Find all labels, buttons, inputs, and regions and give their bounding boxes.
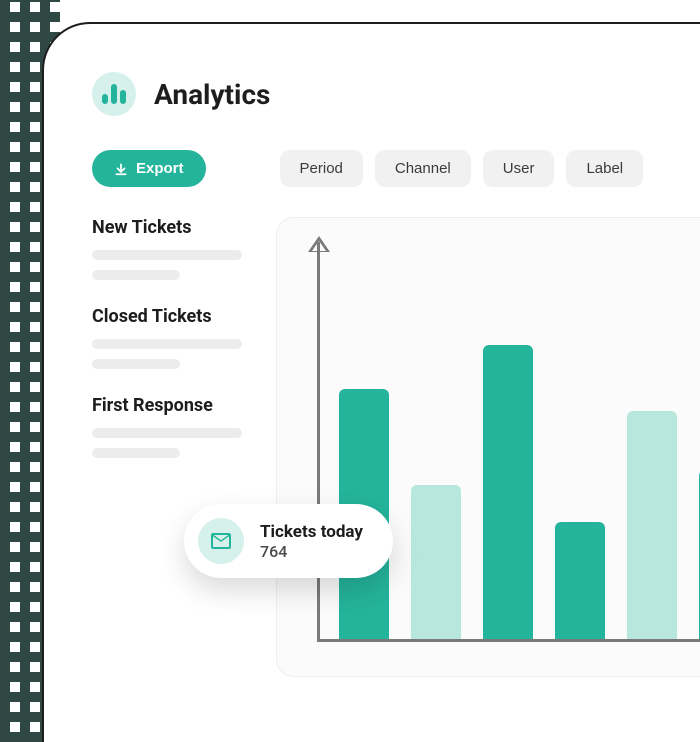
chart-bar xyxy=(411,485,461,639)
skeleton-line xyxy=(92,428,242,438)
metric-first-response: First Response xyxy=(92,395,264,458)
skeleton-line xyxy=(92,339,242,349)
header: Analytics xyxy=(92,72,700,116)
y-axis xyxy=(317,242,320,642)
bar-chart xyxy=(305,242,700,642)
skeleton-line xyxy=(92,448,180,458)
skeleton-line xyxy=(92,359,180,369)
content-area: New Tickets Closed Tickets First Respons… xyxy=(92,217,700,677)
skeleton-line xyxy=(92,250,242,260)
tooltip-text: Tickets today 764 xyxy=(260,522,363,561)
metrics-sidebar: New Tickets Closed Tickets First Respons… xyxy=(92,217,264,677)
chart-bar xyxy=(555,522,605,639)
export-button[interactable]: Export xyxy=(92,150,206,187)
x-axis xyxy=(317,639,700,642)
tooltip-label: Tickets today xyxy=(260,522,363,542)
bars-container xyxy=(339,272,700,639)
page-title: Analytics xyxy=(154,78,270,111)
export-label: Export xyxy=(136,160,184,177)
analytics-window: Analytics Export Period Channel User Lab… xyxy=(42,22,700,742)
filter-user[interactable]: User xyxy=(483,150,555,187)
controls-row: Export Period Channel User Label xyxy=(92,150,700,187)
filter-period[interactable]: Period xyxy=(280,150,363,187)
chart-bar xyxy=(483,345,533,639)
chart-bar xyxy=(627,411,677,639)
skeleton-line xyxy=(92,270,180,280)
filter-channel[interactable]: Channel xyxy=(375,150,471,187)
metric-title: First Response xyxy=(92,395,264,416)
metric-closed-tickets: Closed Tickets xyxy=(92,306,264,369)
filter-group: Period Channel User Label xyxy=(280,150,644,187)
analytics-logo-icon xyxy=(92,72,136,116)
download-icon xyxy=(114,162,128,176)
chart-panel xyxy=(276,217,700,677)
metric-title: Closed Tickets xyxy=(92,306,264,327)
tooltip-value: 764 xyxy=(260,542,363,561)
tickets-today-card: Tickets today 764 xyxy=(184,504,393,578)
mail-icon xyxy=(198,518,244,564)
metric-title: New Tickets xyxy=(92,217,264,238)
filter-label[interactable]: Label xyxy=(566,150,643,187)
metric-new-tickets: New Tickets xyxy=(92,217,264,280)
